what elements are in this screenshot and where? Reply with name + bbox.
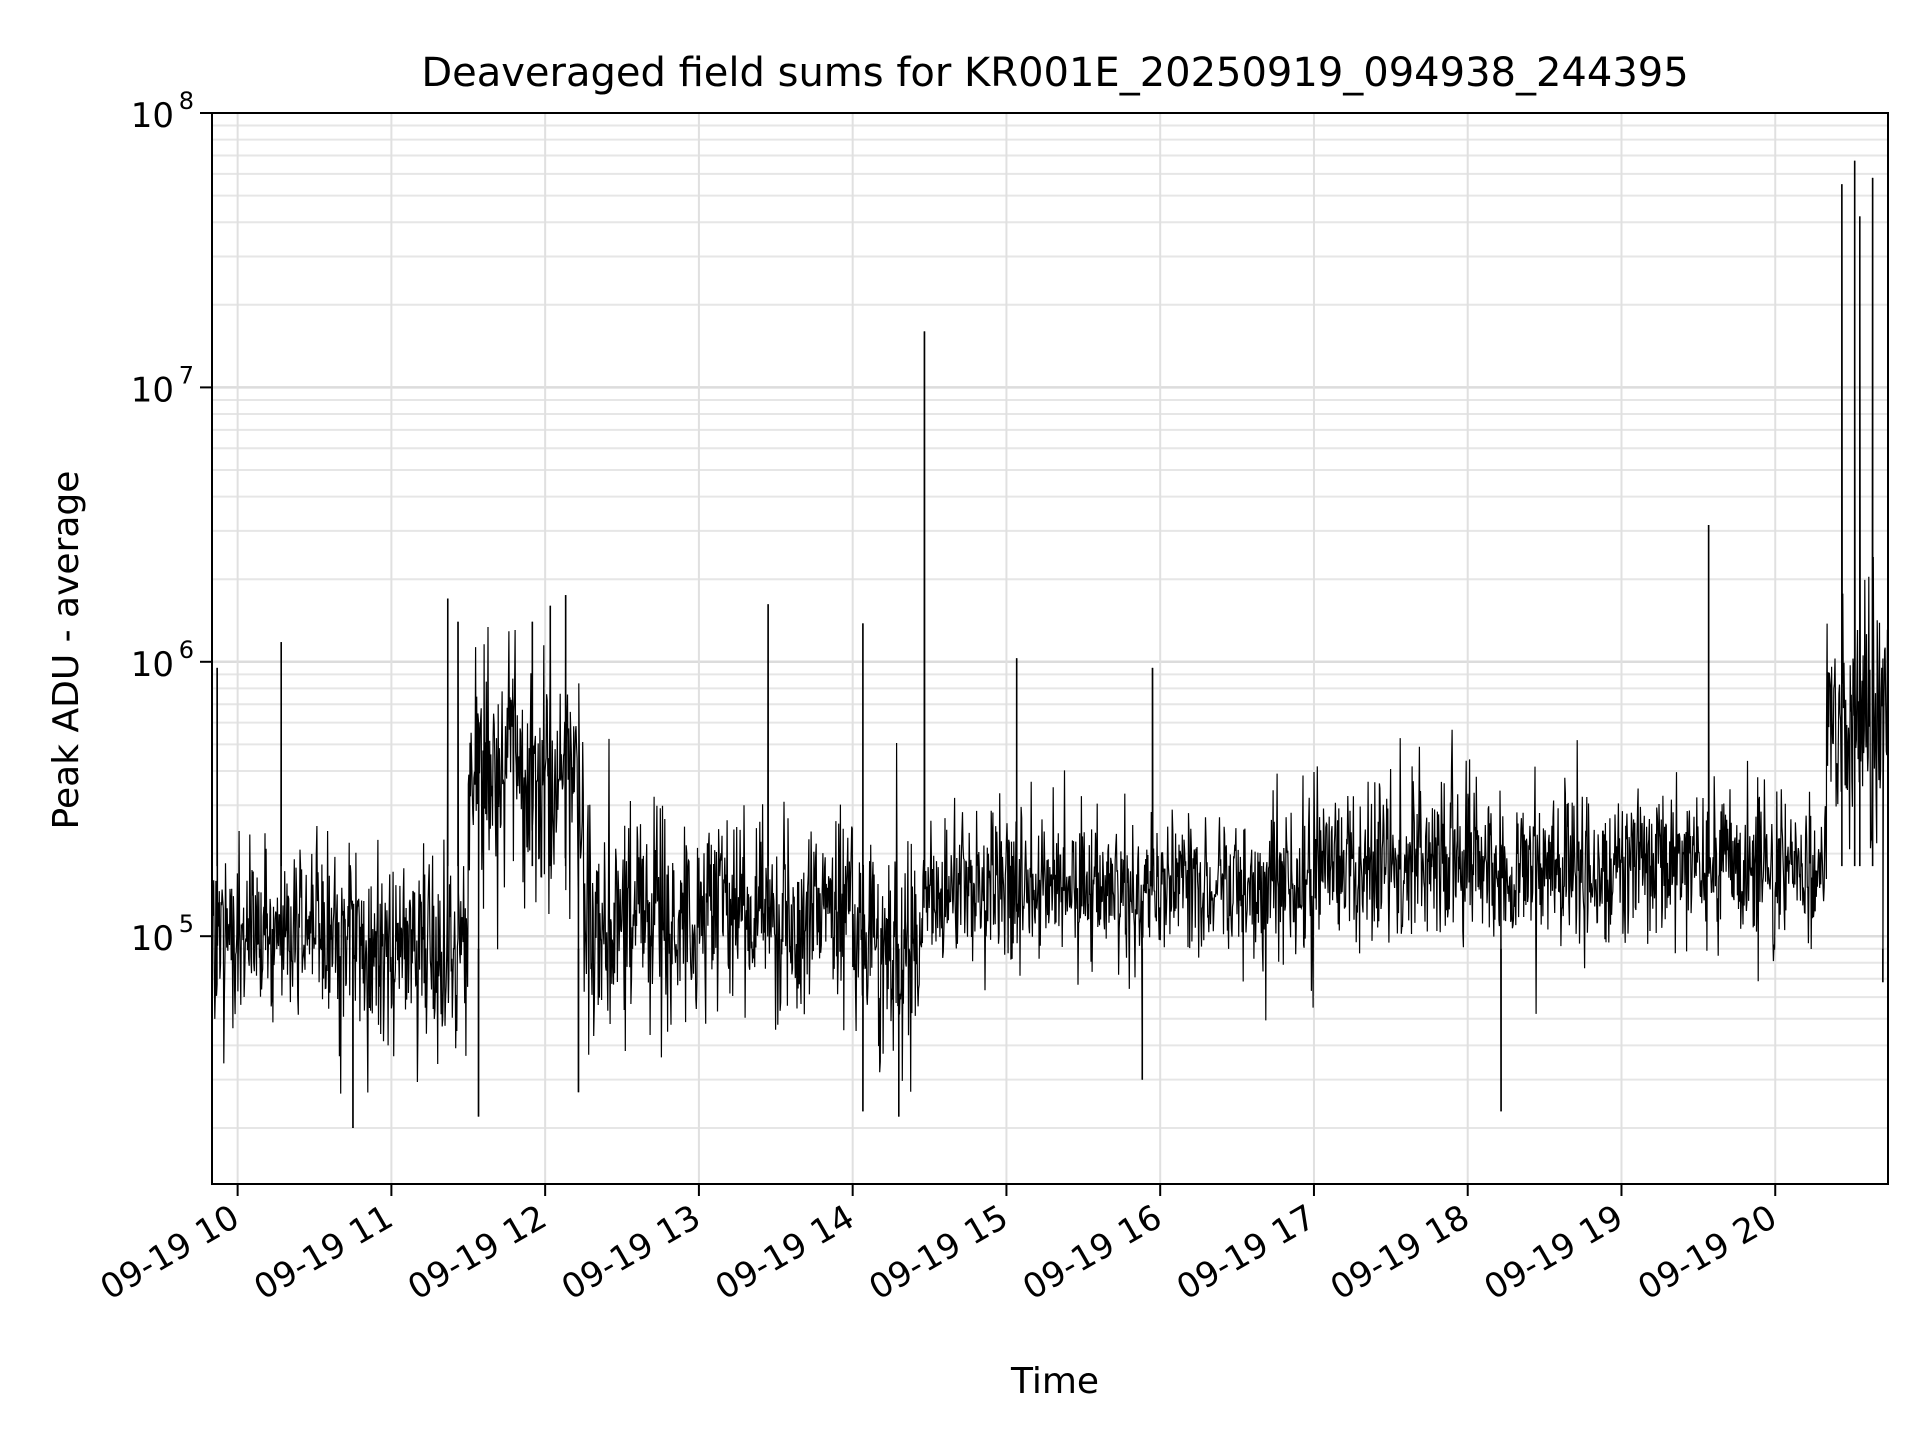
y-tick-exponent: 5 — [179, 910, 194, 938]
y-tick-exponent: 6 — [179, 636, 194, 664]
y-axis-label: Peak ADU - average — [46, 471, 87, 830]
series-line — [211, 160, 1889, 1129]
grid — [212, 113, 1888, 1184]
chart-title: Deaveraged field sums for KR001E_2025091… — [421, 50, 1688, 96]
y-tick-exponent: 8 — [179, 87, 194, 115]
y-tick-label: 10 — [131, 919, 174, 959]
y-tick-exponent: 7 — [179, 361, 194, 389]
plot-frame — [211, 112, 1889, 1185]
series-layer — [211, 160, 1889, 1129]
x-axis-label: Time — [1010, 1361, 1099, 1402]
y-tick-label: 10 — [131, 645, 174, 685]
y-tick-label: 10 — [131, 96, 174, 136]
y-tick-label: 10 — [131, 370, 174, 410]
